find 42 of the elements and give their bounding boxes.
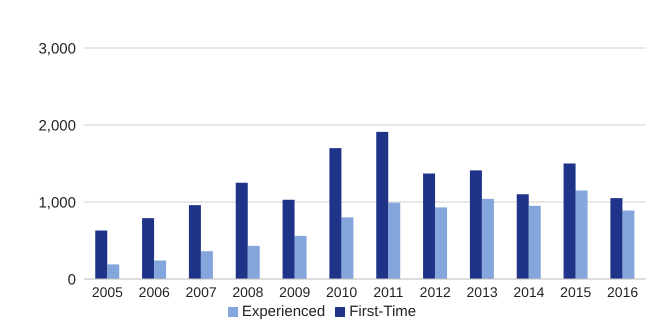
bar	[528, 206, 541, 279]
x-tick-label: 2009	[279, 284, 311, 300]
x-tick-label: 2011	[373, 284, 404, 300]
bar	[435, 207, 448, 279]
bar	[576, 190, 588, 279]
bar	[482, 198, 494, 279]
bar	[564, 164, 576, 279]
bar	[388, 202, 400, 279]
bar	[107, 264, 120, 279]
x-tick-label: 2016	[607, 284, 638, 300]
y-tick-label: 1,000	[38, 194, 76, 212]
x-tick-label: 2005	[92, 284, 124, 300]
y-tick-label: 3,000	[38, 40, 76, 58]
bar	[95, 230, 108, 279]
x-tick-label: 2013	[466, 284, 498, 300]
bar	[622, 210, 634, 279]
x-tick-label: 2012	[420, 284, 452, 300]
bar	[142, 218, 154, 279]
x-tick-label: 2015	[560, 284, 592, 300]
x-tick-label: 2014	[513, 284, 545, 300]
bar	[329, 148, 342, 279]
bar	[376, 132, 388, 279]
y-tick-label: 0	[68, 271, 76, 288]
bar	[282, 200, 295, 279]
x-tick-label: 2007	[186, 284, 217, 300]
bar	[294, 236, 307, 279]
bar	[423, 174, 436, 279]
legend-label: First-Time	[349, 303, 416, 320]
bar	[236, 182, 248, 279]
y-tick-label: 2,000	[38, 117, 76, 134]
x-tick-label: 2008	[232, 284, 264, 300]
bar	[470, 170, 482, 279]
bar	[248, 246, 260, 279]
bar	[188, 205, 201, 279]
bar	[516, 194, 529, 279]
bar	[341, 217, 354, 279]
bar	[610, 198, 622, 279]
x-tick-label: 2010	[326, 284, 358, 300]
bar	[200, 251, 213, 279]
bar	[154, 260, 166, 279]
legend-label: Experienced	[242, 303, 326, 320]
x-tick-label: 2006	[138, 284, 170, 300]
